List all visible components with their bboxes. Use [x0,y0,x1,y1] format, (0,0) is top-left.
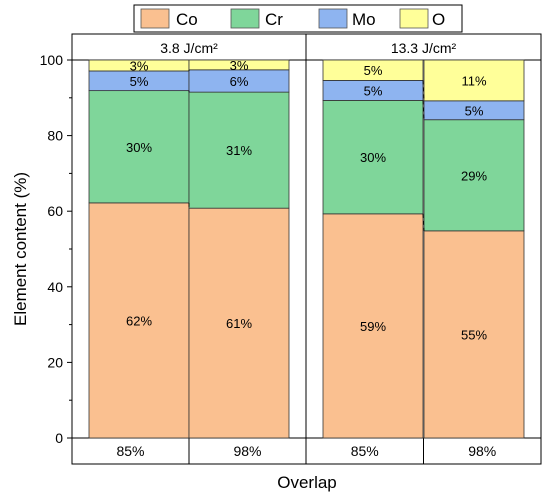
category-label-2: 98% [233,443,261,459]
data-label-cr-2: 31% [226,143,252,158]
data-label-co-1: 59% [360,319,386,334]
legend-label-o: O [432,10,445,29]
y-tick-label: 40 [47,279,63,295]
x-axis-label: Overlap [277,473,337,492]
y-axis: 0 20 40 60 80 100 [40,52,72,446]
connector-line [422,100,425,120]
legend-label-mo: Mo [352,10,376,29]
bar-cr-1 [322,100,424,215]
legend-swatch-co [140,8,170,29]
plot-panels: 3.8 J/cm²62%30%5%3%85%61%31%6%3%98%13.3 … [71,33,542,465]
data-label-cr-1: 30% [360,150,386,165]
legend: Co Cr Mo O [133,4,463,33]
data-label-o-1: 5% [364,63,383,78]
y-tick-label: 60 [47,203,63,219]
y-tick-label: 80 [47,128,63,144]
bar-o-2 [423,59,525,102]
y-tick-label: 0 [55,430,63,446]
data-label-o-1: 3% [130,58,149,73]
data-label-co-2: 61% [226,316,252,331]
bar-o-2 [188,59,290,71]
bar-co-1 [322,213,424,439]
connector-line [422,80,425,101]
bar-co-2 [423,230,525,439]
bar-o-1 [322,59,424,81]
legend-swatch-o [399,8,429,29]
data-label-mo-2: 5% [465,103,484,118]
legend-label-co: Co [176,10,198,29]
y-tick-label: 20 [47,354,63,370]
category-label-1: 85% [116,443,144,459]
panel-title: 3.8 J/cm² [160,40,218,56]
bar-cr-2 [423,119,525,232]
legend-swatch-cr [230,8,260,29]
bar-co-2 [188,207,290,439]
data-label-co-1: 62% [126,313,152,328]
data-label-o-2: 11% [461,73,486,88]
data-label-o-2: 3% [230,58,249,73]
panel-title: 13.3 J/cm² [391,40,457,56]
y-axis-label: Element content (%) [11,172,30,326]
bar-cr-2 [188,91,290,209]
panel-2: 13.3 J/cm² 59% 30% 5% 5% 85% 55% 29% 5% 11% 98% [322,40,525,464]
category-label-1: 85% [351,443,379,459]
data-label-co-2: 55% [461,327,487,342]
legend-label-cr: Cr [265,10,283,29]
data-label-mo-1: 5% [364,83,383,98]
data-label-cr-1: 30% [126,140,152,155]
legend-swatch-mo [318,8,348,29]
data-label-mo-1: 5% [130,74,149,89]
data-label-mo-2: 6% [230,74,249,89]
connector-line [422,213,425,231]
data-label-cr-2: 29% [461,168,487,183]
category-label-2: 98% [468,443,496,459]
bar-co-1 [88,202,190,439]
y-tick-label: 100 [40,52,64,68]
